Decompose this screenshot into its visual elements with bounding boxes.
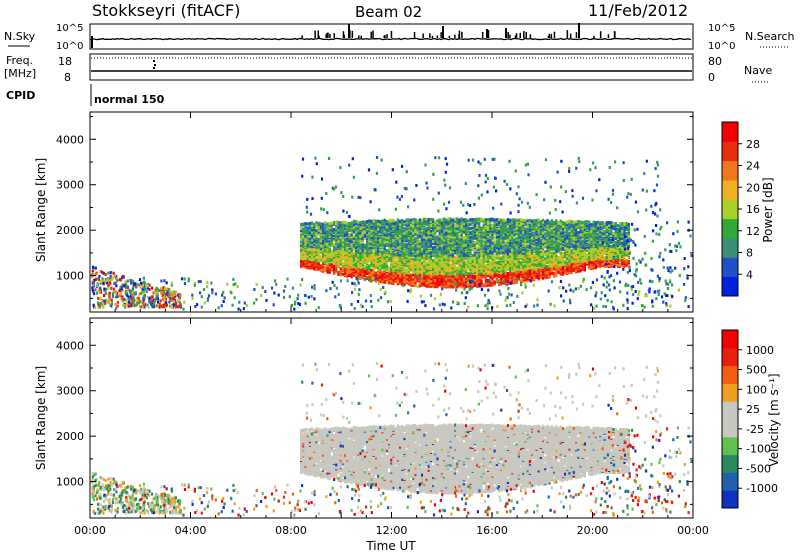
- y-tick-label: 3000: [56, 179, 84, 192]
- power-y-axis-label: Slant Range [km]: [34, 158, 48, 262]
- beam-title: Beam 02: [355, 3, 422, 21]
- velocity-heatmap-cells: [91, 362, 693, 517]
- y-tick-label: 2000: [56, 224, 84, 237]
- y-tick-label: 1000: [56, 270, 84, 283]
- x-tick-label: 16:00: [476, 524, 508, 537]
- colorbar-tick-label: -500: [746, 462, 771, 475]
- velocity-colorbar-label: Velocity [m s⁻¹]: [767, 373, 781, 466]
- power-colorbar: 28 24 20 16 12 8 4: [721, 121, 760, 297]
- colorbar-tick-label: 28: [746, 138, 760, 151]
- x-axis-label: Time UT: [365, 539, 416, 553]
- colorbar-tick-label: 100: [746, 383, 767, 396]
- freq-panel-frame: [89, 53, 694, 81]
- power-heatmap-cells: [91, 156, 693, 311]
- colorbar-tick-label: 500: [746, 364, 767, 377]
- nsky-trace: [90, 23, 692, 48]
- colorbar-tick-label: -100: [746, 443, 771, 456]
- colorbar-tick-label: 25: [746, 403, 760, 416]
- cpid-value: normal 150: [94, 93, 165, 106]
- nsky-tick-high: 10^5: [56, 23, 83, 34]
- y-tick-label: 4000: [56, 339, 84, 352]
- freq-label-line2: [MHz]: [4, 67, 36, 80]
- x-tick-label: 08:00: [275, 524, 307, 537]
- colorbar-tick-label: 4: [746, 268, 753, 281]
- station-title: Stokkseyri (fitACF): [92, 1, 240, 20]
- nsky-panel-frame: [89, 23, 694, 50]
- colorbar-tick-label: -25: [746, 423, 764, 436]
- nsky-label: N.Sky: [4, 30, 36, 43]
- colorbar-tick-label: -1000: [746, 482, 778, 495]
- power-colorbar-label: Power [dB]: [761, 177, 775, 242]
- x-tick-label: 04:00: [175, 524, 207, 537]
- colorbar-tick-label: 16: [746, 203, 760, 216]
- nave-tick-low: 0: [708, 71, 715, 84]
- velocity-y-axis: 1000 2000 3000 4000: [56, 322, 693, 505]
- x-tick-label: 20:00: [577, 524, 609, 537]
- colorbar-tick-label: 1000: [746, 344, 774, 357]
- y-tick-label: 2000: [56, 430, 84, 443]
- freq-tick-low: 8: [64, 71, 71, 84]
- power-y-axis: 1000 2000 3000 4000: [56, 116, 693, 299]
- nave-label: Nave: [744, 64, 772, 77]
- y-tick-label: 4000: [56, 133, 84, 146]
- nsky-tick-low: 10^0: [56, 41, 83, 52]
- freq-label-line1: Freq.: [6, 54, 33, 67]
- colorbar-tick-label: 12: [746, 225, 760, 238]
- time-x-axis: 00:00 04:00 08:00 12:00 16:00 20:00 00:00: [74, 112, 709, 537]
- nsearch-tick-low: 10^0: [708, 41, 735, 52]
- velocity-y-axis-label: Slant Range [km]: [34, 366, 48, 470]
- x-tick-label: 00:00: [677, 524, 709, 537]
- nave-tick-high: 80: [708, 55, 722, 68]
- colorbar-tick-label: 24: [746, 160, 760, 173]
- date-title: 11/Feb/2012: [588, 1, 688, 20]
- cpid-label: CPID: [6, 89, 35, 102]
- freq-tick-high: 18: [58, 55, 72, 68]
- velocity-colorbar: 1000 500 100 25 -25 -100 -500 -1000: [721, 329, 778, 509]
- colorbar-tick-label: 8: [746, 247, 753, 260]
- x-tick-label: 00:00: [74, 524, 106, 537]
- y-tick-label: 3000: [56, 385, 84, 398]
- nave-blip: [153, 60, 156, 69]
- x-tick-label: 12:00: [376, 524, 408, 537]
- y-tick-label: 1000: [56, 476, 84, 489]
- colorbar-tick-label: 20: [746, 181, 760, 194]
- nsearch-tick-high: 10^5: [708, 23, 735, 34]
- nsearch-label: N.Search: [745, 30, 795, 43]
